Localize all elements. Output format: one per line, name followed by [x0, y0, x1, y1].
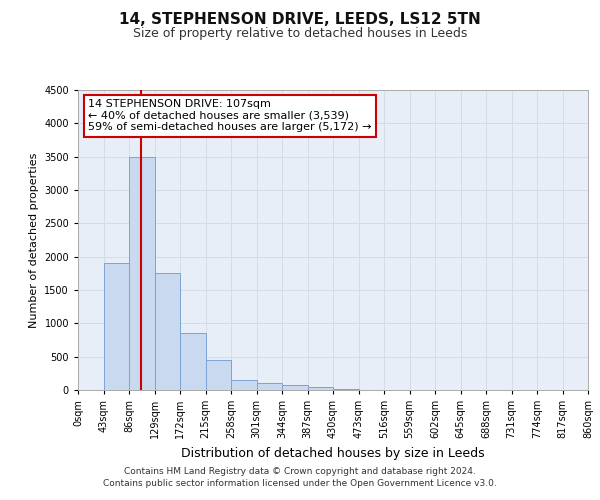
Bar — [129, 156, 155, 390]
Bar — [231, 380, 257, 390]
X-axis label: Distribution of detached houses by size in Leeds: Distribution of detached houses by size … — [181, 446, 485, 460]
Bar — [180, 334, 205, 390]
Text: Contains public sector information licensed under the Open Government Licence v3: Contains public sector information licen… — [103, 478, 497, 488]
Text: Contains HM Land Registry data © Crown copyright and database right 2024.: Contains HM Land Registry data © Crown c… — [124, 467, 476, 476]
Bar — [282, 385, 308, 390]
Text: 14, STEPHENSON DRIVE, LEEDS, LS12 5TN: 14, STEPHENSON DRIVE, LEEDS, LS12 5TN — [119, 12, 481, 28]
Bar — [205, 360, 231, 390]
Y-axis label: Number of detached properties: Number of detached properties — [29, 152, 38, 328]
Text: 14 STEPHENSON DRIVE: 107sqm
← 40% of detached houses are smaller (3,539)
59% of : 14 STEPHENSON DRIVE: 107sqm ← 40% of det… — [88, 99, 372, 132]
Bar — [104, 264, 129, 390]
Bar — [308, 386, 333, 390]
Bar — [257, 384, 282, 390]
Bar — [155, 274, 180, 390]
Text: Size of property relative to detached houses in Leeds: Size of property relative to detached ho… — [133, 28, 467, 40]
